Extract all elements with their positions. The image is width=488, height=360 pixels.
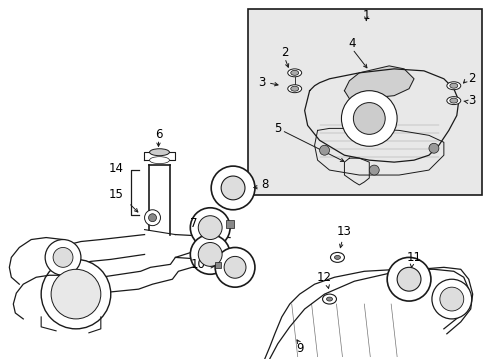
Text: 4: 4 — [348, 37, 355, 50]
Text: 7: 7 — [189, 217, 197, 230]
Bar — [225, 220, 234, 228]
Text: 8: 8 — [261, 179, 268, 192]
Ellipse shape — [446, 96, 460, 105]
Polygon shape — [344, 66, 413, 99]
Ellipse shape — [449, 98, 457, 103]
Circle shape — [319, 145, 329, 155]
Circle shape — [144, 210, 160, 226]
Circle shape — [148, 214, 156, 222]
Bar — [215, 262, 221, 268]
Ellipse shape — [290, 70, 298, 75]
Circle shape — [215, 247, 254, 287]
Circle shape — [439, 287, 463, 311]
Ellipse shape — [149, 157, 169, 164]
Text: 10: 10 — [190, 258, 205, 271]
Circle shape — [211, 166, 254, 210]
Text: 6: 6 — [154, 128, 162, 141]
Ellipse shape — [290, 86, 298, 91]
Ellipse shape — [334, 255, 340, 260]
Ellipse shape — [446, 82, 460, 90]
Bar — [247, 9, 481, 195]
Circle shape — [431, 279, 471, 319]
Ellipse shape — [149, 149, 169, 156]
Text: 3: 3 — [467, 94, 474, 107]
Text: 12: 12 — [316, 271, 331, 284]
Ellipse shape — [287, 85, 301, 93]
Circle shape — [353, 103, 385, 134]
Text: 2: 2 — [281, 46, 288, 59]
Circle shape — [428, 143, 438, 153]
Text: 3: 3 — [258, 76, 265, 89]
Text: 14: 14 — [108, 162, 123, 175]
Circle shape — [190, 208, 230, 247]
Circle shape — [224, 256, 245, 278]
Circle shape — [53, 247, 73, 267]
Circle shape — [396, 267, 420, 291]
Ellipse shape — [322, 294, 336, 304]
Circle shape — [221, 176, 244, 200]
Circle shape — [190, 235, 230, 274]
Circle shape — [198, 243, 222, 266]
Text: 9: 9 — [295, 342, 303, 355]
Circle shape — [198, 216, 222, 239]
Circle shape — [386, 257, 430, 301]
Text: 5: 5 — [274, 122, 281, 135]
Ellipse shape — [330, 252, 344, 262]
Text: 15: 15 — [108, 188, 123, 201]
Ellipse shape — [326, 297, 332, 301]
Circle shape — [45, 239, 81, 275]
Circle shape — [41, 260, 111, 329]
Circle shape — [341, 91, 396, 146]
Text: 13: 13 — [336, 225, 351, 238]
Text: 2: 2 — [467, 72, 474, 85]
Circle shape — [51, 269, 101, 319]
Text: 1: 1 — [362, 9, 369, 22]
Text: 11: 11 — [406, 251, 421, 264]
Ellipse shape — [449, 83, 457, 88]
Ellipse shape — [287, 69, 301, 77]
Circle shape — [368, 165, 379, 175]
